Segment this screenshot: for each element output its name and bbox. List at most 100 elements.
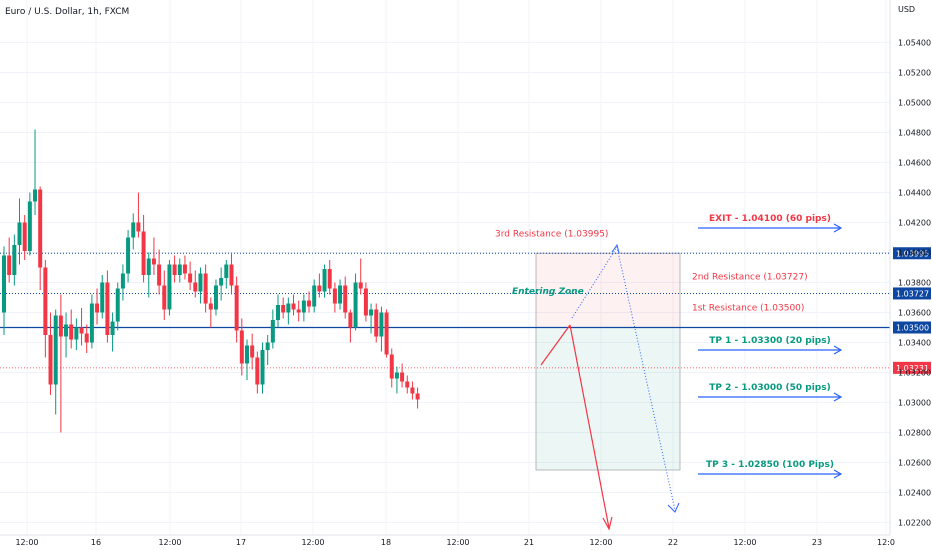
candle-body (146, 258, 151, 275)
candle-body (22, 222, 27, 251)
candle-body (38, 189, 43, 268)
candle-body (79, 327, 84, 334)
candle-body (348, 312, 353, 328)
level-label: 3rd Resistance (1.03995) (495, 229, 608, 239)
candle-body (12, 245, 17, 275)
target-arrowhead (833, 392, 843, 402)
candle-body (219, 278, 224, 286)
candle-body (198, 273, 203, 292)
candle-body (255, 357, 260, 385)
candle-body (296, 309, 301, 313)
candle-body (58, 315, 63, 337)
y-tick-label: 1.04000 (898, 249, 931, 258)
y-tick-label: 1.05000 (898, 99, 931, 108)
candle-body (151, 258, 156, 265)
y-tick-label: 1.04400 (898, 189, 931, 198)
candle-body (126, 237, 131, 274)
grid (0, 0, 890, 535)
candle-body (167, 264, 172, 310)
price-tag-label: 1.03995 (896, 249, 929, 258)
y-tick-label: 1.03000 (898, 399, 931, 408)
trade-zones (535, 252, 681, 471)
candle-body (84, 333, 89, 343)
candle-body (136, 222, 141, 232)
candle-body (384, 312, 389, 355)
y-tick-label: 1.04800 (898, 129, 931, 138)
candle-body (177, 264, 182, 275)
price-tag-label: 1.03727 (896, 289, 929, 298)
stop-zone (535, 252, 681, 328)
candle-body (307, 300, 312, 307)
x-tick-label: 12:00 (301, 538, 324, 547)
y-tick-label: 1.02200 (898, 519, 931, 528)
target-arrowhead (833, 345, 843, 355)
candle-body (110, 321, 115, 335)
candle-body (100, 282, 105, 313)
y-tick-label: 1.03600 (898, 309, 931, 318)
y-tick-label: 1.04200 (898, 219, 931, 228)
price-tag-label: 1.03500 (896, 324, 929, 333)
projection-arrows (540, 243, 680, 531)
candle-body (208, 303, 213, 310)
candle-body (405, 381, 410, 388)
candle-body (53, 315, 58, 385)
price-tag-label: 1.03231 (896, 364, 929, 373)
candle-body (115, 288, 120, 322)
candle-body (389, 354, 394, 379)
candle-body (95, 303, 100, 313)
y-tick-label: 1.03800 (898, 279, 931, 288)
level-label: 2nd Resistance (1.03727) (692, 272, 808, 282)
candle-body (400, 372, 405, 382)
target-label: EXIT - 1.04100 (60 pips) (709, 214, 831, 224)
candle-body (374, 309, 379, 337)
candle-body (141, 231, 146, 275)
candle-body (281, 305, 286, 313)
candle-body (291, 303, 296, 310)
candle-body (193, 282, 198, 292)
y-tick-label: 1.03400 (898, 339, 931, 348)
target-label: TP 2 - 1.03000 (50 pips) (709, 383, 830, 393)
candle-body (224, 264, 229, 278)
y-tick-label: 1.05400 (898, 39, 931, 48)
candle-body (43, 267, 48, 335)
candle-body (120, 273, 125, 289)
target-label: TP 3 - 1.02850 (100 Pips) (706, 460, 834, 470)
candle-body (244, 345, 249, 364)
y-tick-label: 1.02800 (898, 429, 931, 438)
x-tick-label: 16 (91, 538, 101, 547)
zone-label: Entering Zone (512, 287, 584, 297)
candle-body (229, 264, 234, 286)
candle-body (338, 285, 343, 304)
arrow-up-red (540, 324, 571, 366)
price-tag (893, 287, 931, 300)
candle-body (213, 285, 218, 310)
candle-body (33, 189, 38, 202)
price-levels: 1.03995 3rd Resistance (1.03995) 1.03727 2n… (0, 229, 931, 374)
candlesticks[interactable] (2, 129, 420, 433)
candle-body (312, 285, 317, 307)
candle-body (188, 273, 193, 283)
x-tick-label: 17 (236, 538, 246, 547)
x-tick-label: 12:00 (158, 538, 181, 547)
x-tick-label: 12:00 (15, 538, 38, 547)
candle-body (250, 345, 255, 358)
candle-body (270, 320, 275, 343)
x-tick-label: 23 (812, 538, 822, 547)
candle-body (17, 222, 22, 245)
x-tick-label: 21 (524, 538, 534, 547)
candle-body (363, 288, 368, 316)
candle-body (64, 324, 69, 337)
candle-body (317, 285, 322, 292)
profit-zone (535, 327, 681, 471)
candle-body (415, 393, 420, 400)
x-tick-label: 12:00 (733, 538, 756, 547)
target-annotations: EXIT - 1.04100 (60 pips) TP 1 - 1.03300 (… (698, 214, 843, 479)
y-tick-label: 1.03200 (898, 369, 931, 378)
candle-body (332, 288, 337, 304)
candle-body (394, 372, 399, 379)
candle-body (69, 324, 74, 340)
price-tag (893, 247, 931, 260)
currency-label: USD (898, 5, 915, 14)
